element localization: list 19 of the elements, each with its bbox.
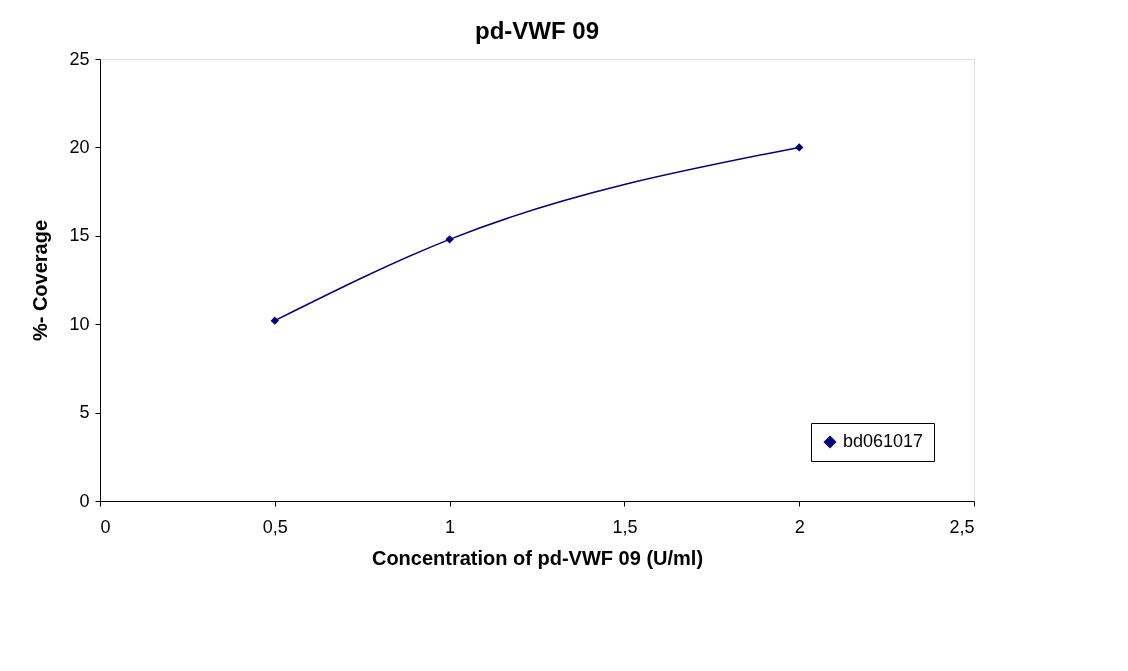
y-tick-label: 20 [69, 136, 90, 157]
legend-label: bd061017 [843, 431, 924, 451]
x-tick-label: 2,5 [949, 516, 975, 537]
y-tick-label: 10 [69, 313, 90, 334]
x-axis-title: Concentration of pd-VWF 09 (U/ml) [371, 546, 704, 569]
point [795, 143, 804, 152]
x-tick-label: 0 [100, 516, 111, 537]
y-tick-label: 5 [79, 402, 90, 423]
point [270, 316, 279, 325]
chart-title: pd-VWF 09 [475, 17, 599, 44]
y-tick-label: 15 [69, 225, 90, 246]
x-tick-label: 1 [445, 516, 456, 537]
x-tick-label: 1,5 [612, 516, 638, 537]
x-tick-label: 2 [794, 516, 805, 537]
y-axis-title: %- Coverage [29, 219, 52, 342]
point [445, 235, 454, 244]
y-tick-label: 0 [79, 490, 90, 511]
x-tick-label: 0,5 [262, 516, 288, 537]
y-tick-label: 25 [69, 48, 90, 69]
